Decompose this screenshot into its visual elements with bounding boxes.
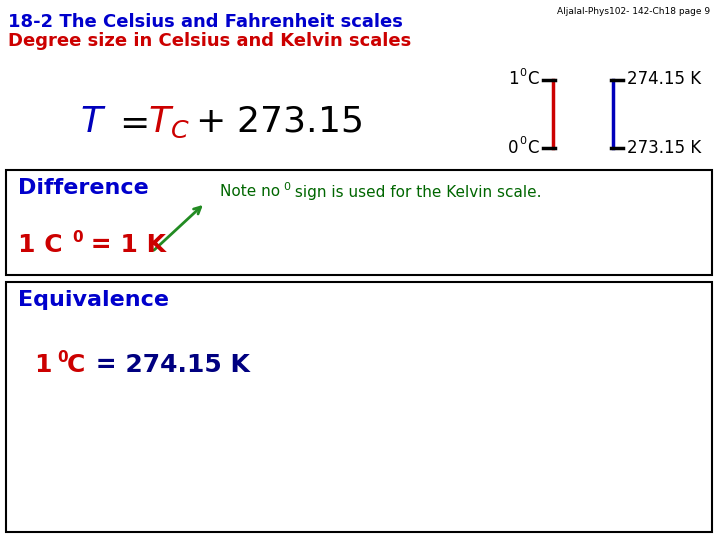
Text: C: C [527, 139, 539, 157]
FancyBboxPatch shape [6, 282, 712, 532]
Text: 1: 1 [35, 353, 61, 377]
Text: 0: 0 [508, 139, 518, 157]
Text: = 274.15 K: = 274.15 K [87, 353, 250, 377]
Text: 1: 1 [508, 70, 518, 88]
Text: 0: 0 [519, 136, 526, 146]
Text: Aljalal-Phys102- 142-Ch18 page 9: Aljalal-Phys102- 142-Ch18 page 9 [557, 7, 710, 16]
Text: sign is used for the Kelvin scale.: sign is used for the Kelvin scale. [290, 185, 541, 199]
Text: 1 C: 1 C [18, 233, 63, 257]
Text: $T$: $T$ [80, 105, 107, 139]
Text: 0: 0 [72, 231, 83, 246]
Text: Degree size in Celsius and Kelvin scales: Degree size in Celsius and Kelvin scales [8, 32, 411, 50]
Text: 0: 0 [57, 350, 68, 366]
Text: 0: 0 [519, 68, 526, 78]
Text: 0: 0 [283, 182, 290, 192]
FancyBboxPatch shape [6, 170, 712, 275]
Text: Difference: Difference [18, 178, 149, 198]
Text: $+\ 273.15$: $+\ 273.15$ [195, 105, 362, 139]
Text: C: C [67, 353, 86, 377]
Text: $= $: $= $ [112, 105, 148, 139]
Text: Equivalence: Equivalence [18, 290, 169, 310]
Text: 273.15 K: 273.15 K [627, 139, 701, 157]
Text: $T_C$: $T_C$ [148, 104, 189, 140]
Text: 274.15 K: 274.15 K [627, 70, 701, 88]
Text: = 1 K: = 1 K [82, 233, 166, 257]
Text: C: C [527, 70, 539, 88]
Text: 18-2 The Celsius and Fahrenheit scales: 18-2 The Celsius and Fahrenheit scales [8, 13, 403, 31]
Text: Note no: Note no [220, 185, 285, 199]
